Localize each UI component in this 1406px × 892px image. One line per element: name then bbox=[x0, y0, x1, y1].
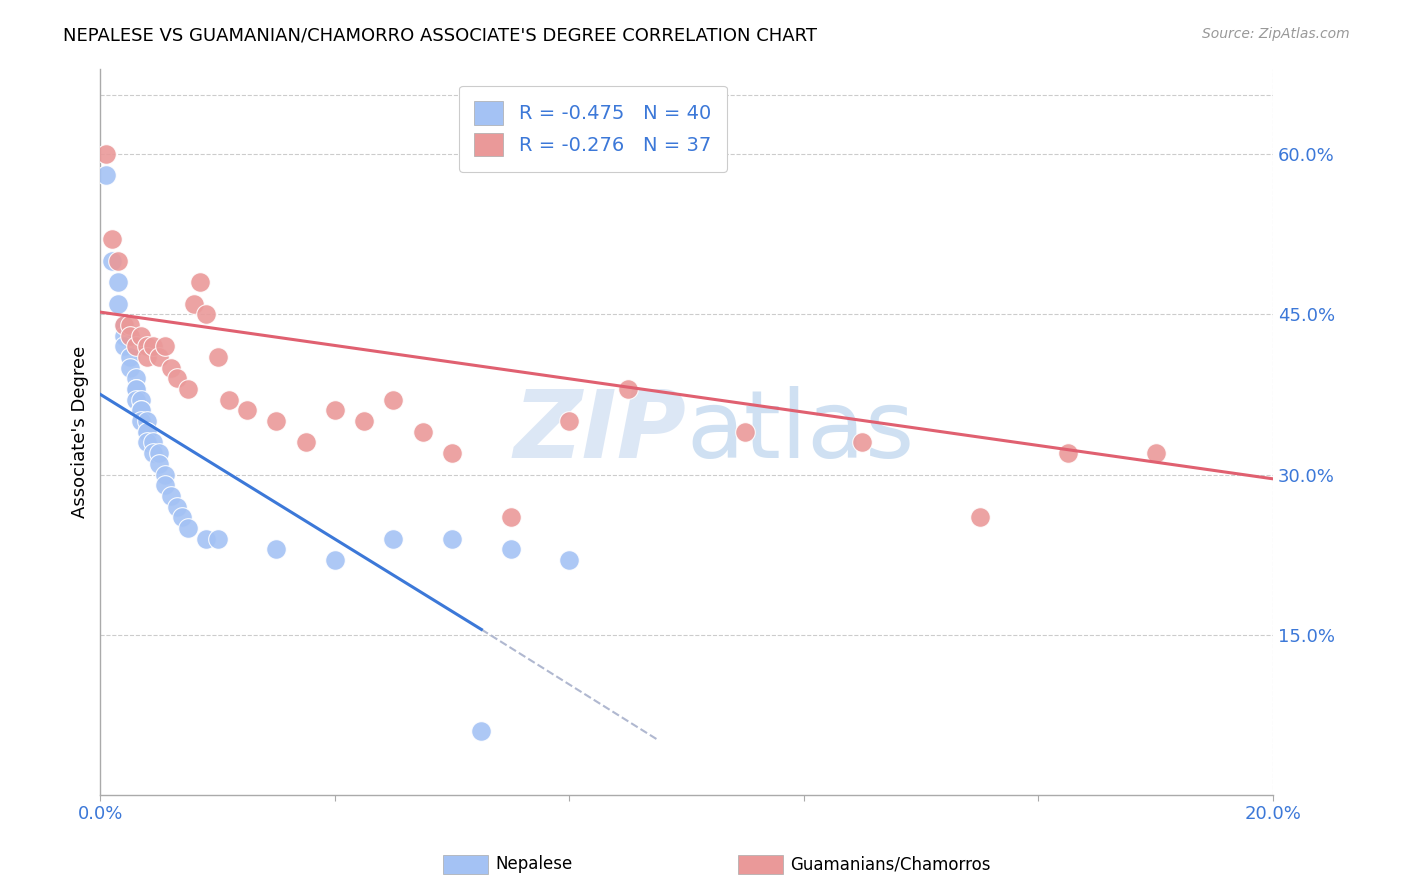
Text: Nepalese: Nepalese bbox=[495, 855, 572, 873]
Point bbox=[112, 318, 135, 332]
Point bbox=[101, 232, 124, 246]
Point bbox=[499, 510, 522, 524]
Point bbox=[131, 414, 153, 428]
Point bbox=[136, 425, 159, 439]
Point bbox=[558, 553, 581, 567]
Point bbox=[96, 169, 118, 183]
Point bbox=[1056, 446, 1078, 460]
Point bbox=[136, 414, 159, 428]
Point bbox=[218, 392, 240, 407]
Point bbox=[124, 382, 146, 396]
Point bbox=[118, 360, 141, 375]
Point bbox=[153, 339, 176, 353]
Point bbox=[148, 457, 170, 471]
Point bbox=[118, 350, 141, 364]
Point bbox=[131, 328, 153, 343]
Point bbox=[382, 392, 405, 407]
Point bbox=[112, 328, 135, 343]
Point bbox=[148, 446, 170, 460]
Point bbox=[159, 489, 181, 503]
Text: Source: ZipAtlas.com: Source: ZipAtlas.com bbox=[1202, 27, 1350, 41]
Text: atlas: atlas bbox=[686, 386, 915, 478]
Point bbox=[131, 392, 153, 407]
Point bbox=[264, 542, 287, 557]
Point bbox=[236, 403, 259, 417]
Point bbox=[166, 500, 188, 514]
Point bbox=[124, 392, 146, 407]
Point bbox=[851, 435, 873, 450]
Point bbox=[136, 339, 159, 353]
Point bbox=[207, 350, 229, 364]
Point bbox=[131, 403, 153, 417]
Point bbox=[382, 532, 405, 546]
Point bbox=[294, 435, 316, 450]
Point bbox=[177, 382, 200, 396]
Point bbox=[118, 318, 141, 332]
Point bbox=[153, 467, 176, 482]
Point bbox=[107, 296, 129, 310]
Point bbox=[96, 147, 118, 161]
Point bbox=[101, 253, 124, 268]
Point bbox=[148, 350, 170, 364]
Point bbox=[142, 435, 165, 450]
Point bbox=[617, 382, 640, 396]
Point bbox=[153, 478, 176, 492]
Point bbox=[207, 532, 229, 546]
Point bbox=[124, 371, 146, 385]
Point bbox=[159, 360, 181, 375]
Point bbox=[172, 510, 194, 524]
Point bbox=[112, 339, 135, 353]
Point bbox=[441, 446, 464, 460]
Point bbox=[264, 414, 287, 428]
Point bbox=[177, 521, 200, 535]
Point bbox=[136, 435, 159, 450]
Text: NEPALESE VS GUAMANIAN/CHAMORRO ASSOCIATE'S DEGREE CORRELATION CHART: NEPALESE VS GUAMANIAN/CHAMORRO ASSOCIATE… bbox=[63, 27, 817, 45]
Legend: R = -0.475   N = 40, R = -0.276   N = 37: R = -0.475 N = 40, R = -0.276 N = 37 bbox=[458, 86, 727, 172]
Point bbox=[499, 542, 522, 557]
Point bbox=[136, 425, 159, 439]
Point bbox=[470, 723, 492, 738]
Point bbox=[188, 275, 211, 289]
Point bbox=[142, 339, 165, 353]
Point bbox=[166, 371, 188, 385]
Point bbox=[107, 253, 129, 268]
Point bbox=[969, 510, 991, 524]
Point bbox=[194, 532, 217, 546]
Point bbox=[323, 403, 346, 417]
Point bbox=[183, 296, 205, 310]
Point bbox=[194, 307, 217, 321]
Point bbox=[136, 350, 159, 364]
Text: ZIP: ZIP bbox=[513, 386, 686, 478]
Y-axis label: Associate's Degree: Associate's Degree bbox=[72, 346, 89, 518]
Point bbox=[118, 328, 141, 343]
Point bbox=[441, 532, 464, 546]
Point bbox=[353, 414, 375, 428]
Point bbox=[107, 275, 129, 289]
Point bbox=[734, 425, 756, 439]
Point bbox=[1144, 446, 1167, 460]
Point bbox=[131, 403, 153, 417]
Point bbox=[112, 318, 135, 332]
Point bbox=[412, 425, 434, 439]
Point bbox=[124, 339, 146, 353]
Text: Guamanians/Chamorros: Guamanians/Chamorros bbox=[790, 855, 991, 873]
Point bbox=[323, 553, 346, 567]
Point bbox=[124, 382, 146, 396]
Point bbox=[142, 446, 165, 460]
Point bbox=[558, 414, 581, 428]
